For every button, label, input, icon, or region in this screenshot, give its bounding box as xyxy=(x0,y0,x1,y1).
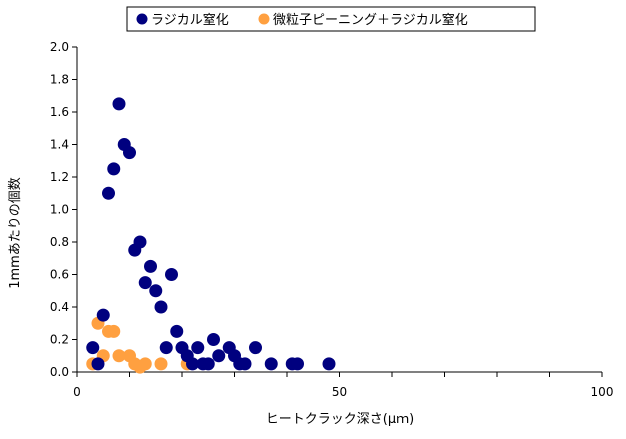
y-axis-title: 1mmあたりの個数 xyxy=(8,177,23,289)
data-point-radical-nitriding xyxy=(112,97,126,111)
data-point-peening-nitriding xyxy=(154,357,168,371)
data-point-radical-nitriding xyxy=(154,300,168,314)
y-tick-label: 0.8 xyxy=(50,235,69,249)
data-point-radical-nitriding xyxy=(96,308,110,322)
y-tick-label: 0.6 xyxy=(50,268,69,282)
data-point-radical-nitriding xyxy=(86,341,100,355)
x-tick-label: 100 xyxy=(591,385,614,399)
y-tick-labels: 0.0 0.2 0.4 0.6 0.8 1.0 1.2 1.4 1.6 1.8 2.0 xyxy=(50,40,69,379)
data-point-radical-nitriding xyxy=(149,284,163,298)
data-point-radical-nitriding xyxy=(249,341,262,355)
data-point-radical-nitriding xyxy=(165,268,178,281)
data-point-radical-nitriding xyxy=(191,341,205,355)
data-point-radical-nitriding xyxy=(133,235,147,249)
legend-marker-peening-nitriding xyxy=(258,13,270,25)
data-point-radical-nitriding xyxy=(291,357,304,371)
y-tick-label: 1.2 xyxy=(50,170,69,184)
data-points xyxy=(86,97,336,374)
legend-label-radical-nitriding: ラジカル窒化 xyxy=(151,12,229,28)
legend-box xyxy=(126,6,536,32)
data-point-radical-nitriding xyxy=(107,162,121,176)
y-tick-label: 0.2 xyxy=(50,333,69,347)
data-point-radical-nitriding xyxy=(138,276,152,290)
x-tick-label: 50 xyxy=(332,385,347,399)
x-axis-title: ヒートクラック深さ(μｍ) xyxy=(266,412,414,427)
legend-label-peening-nitriding: 微粒子ピーニング＋ラジカル窒化 xyxy=(273,12,468,28)
x-tick-label: 0 xyxy=(73,385,81,399)
data-point-radical-nitriding xyxy=(144,259,157,273)
x-tick-labels: 0 50 100 xyxy=(73,385,613,399)
data-point-radical-nitriding xyxy=(212,349,226,363)
data-point-radical-nitriding xyxy=(201,357,215,371)
data-point-radical-nitriding xyxy=(123,146,136,160)
data-point-peening-nitriding xyxy=(138,357,152,371)
data-point-radical-nitriding xyxy=(186,357,199,371)
y-tick-label: 1.8 xyxy=(50,73,69,87)
axes xyxy=(72,46,603,377)
data-point-peening-nitriding xyxy=(107,324,121,338)
y-tick-label: 1.0 xyxy=(50,203,69,217)
data-point-peening-nitriding xyxy=(112,349,126,363)
data-point-radical-nitriding xyxy=(264,357,278,371)
y-tick-label: 2.0 xyxy=(50,40,69,54)
legend-marker-radical-nitriding xyxy=(136,13,148,25)
y-tick-label: 1.6 xyxy=(50,105,69,119)
y-tick-label: 0.4 xyxy=(50,300,69,314)
legend: ラジカル窒化 微粒子ピーニング＋ラジカル窒化 xyxy=(126,6,536,32)
y-tick-label: 1.4 xyxy=(50,138,69,152)
y-tick-label: 0.0 xyxy=(50,365,69,379)
data-point-radical-nitriding xyxy=(159,341,173,355)
data-point-radical-nitriding xyxy=(207,333,220,346)
data-point-radical-nitriding xyxy=(322,357,336,371)
data-point-radical-nitriding xyxy=(170,324,184,338)
data-point-radical-nitriding xyxy=(91,357,105,371)
data-point-radical-nitriding xyxy=(238,357,252,371)
data-point-radical-nitriding xyxy=(102,186,115,200)
